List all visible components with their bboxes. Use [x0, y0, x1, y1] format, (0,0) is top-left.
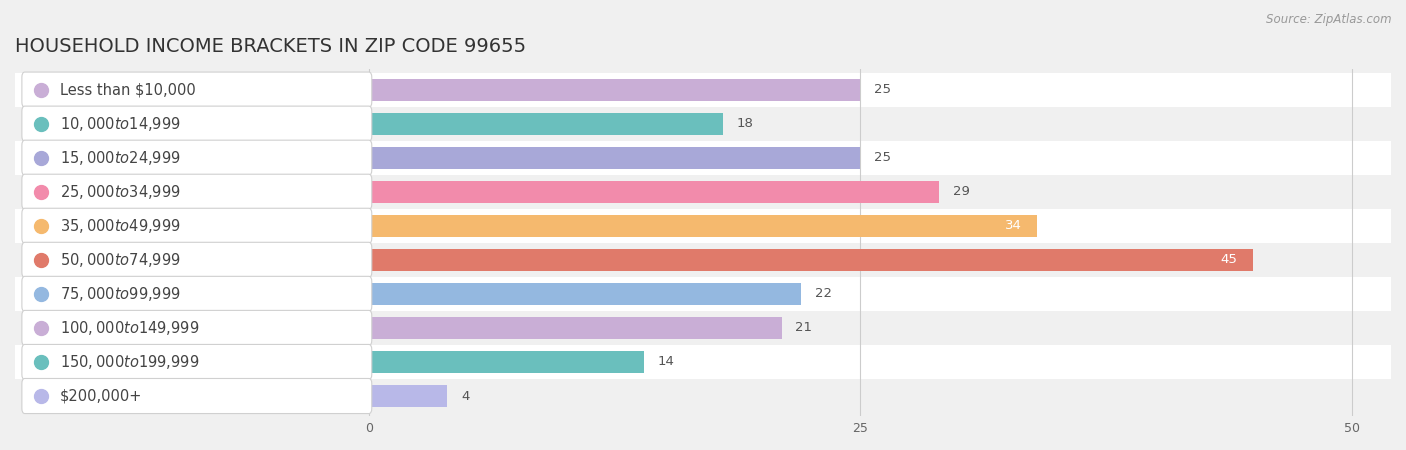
FancyBboxPatch shape [22, 72, 371, 107]
Bar [15, 277, 1391, 311]
Text: Less than $10,000: Less than $10,000 [60, 82, 195, 97]
Text: 25: 25 [875, 83, 891, 96]
Bar [368, 147, 860, 169]
FancyBboxPatch shape [22, 276, 371, 311]
Text: $200,000+: $200,000+ [60, 388, 142, 404]
Bar [15, 141, 1391, 175]
Bar [368, 283, 801, 305]
Text: 29: 29 [953, 185, 970, 198]
Text: 22: 22 [815, 288, 832, 301]
Bar [368, 249, 1253, 271]
Text: $50,000 to $74,999: $50,000 to $74,999 [60, 251, 181, 269]
Text: $35,000 to $49,999: $35,000 to $49,999 [60, 217, 181, 235]
Text: $75,000 to $99,999: $75,000 to $99,999 [60, 285, 181, 303]
Text: $10,000 to $14,999: $10,000 to $14,999 [60, 115, 181, 133]
Text: Source: ZipAtlas.com: Source: ZipAtlas.com [1267, 14, 1392, 27]
FancyBboxPatch shape [22, 310, 371, 346]
Bar [368, 215, 1038, 237]
Text: 45: 45 [1220, 253, 1237, 266]
FancyBboxPatch shape [22, 208, 371, 243]
Bar [15, 72, 1391, 107]
Bar [368, 351, 644, 373]
Text: HOUSEHOLD INCOME BRACKETS IN ZIP CODE 99655: HOUSEHOLD INCOME BRACKETS IN ZIP CODE 99… [15, 37, 526, 57]
FancyBboxPatch shape [22, 242, 371, 277]
FancyBboxPatch shape [22, 140, 371, 175]
Bar [15, 379, 1391, 413]
Bar [368, 385, 447, 407]
FancyBboxPatch shape [22, 106, 371, 141]
Bar [15, 107, 1391, 141]
FancyBboxPatch shape [22, 378, 371, 414]
Text: 21: 21 [796, 321, 813, 334]
Text: $150,000 to $199,999: $150,000 to $199,999 [60, 353, 200, 371]
Bar [15, 311, 1391, 345]
Text: $25,000 to $34,999: $25,000 to $34,999 [60, 183, 181, 201]
Bar [15, 175, 1391, 209]
Bar [368, 180, 939, 203]
Text: $100,000 to $149,999: $100,000 to $149,999 [60, 319, 200, 337]
Bar [368, 79, 860, 101]
Bar [15, 243, 1391, 277]
Text: 18: 18 [737, 117, 754, 130]
Text: 14: 14 [658, 356, 675, 369]
Text: 4: 4 [461, 390, 470, 402]
Bar [15, 209, 1391, 243]
Text: $15,000 to $24,999: $15,000 to $24,999 [60, 148, 181, 166]
Bar [368, 112, 723, 135]
Bar [368, 317, 782, 339]
Text: 25: 25 [875, 151, 891, 164]
FancyBboxPatch shape [22, 344, 371, 379]
Bar [15, 345, 1391, 379]
Text: 34: 34 [1004, 219, 1021, 232]
FancyBboxPatch shape [22, 174, 371, 209]
